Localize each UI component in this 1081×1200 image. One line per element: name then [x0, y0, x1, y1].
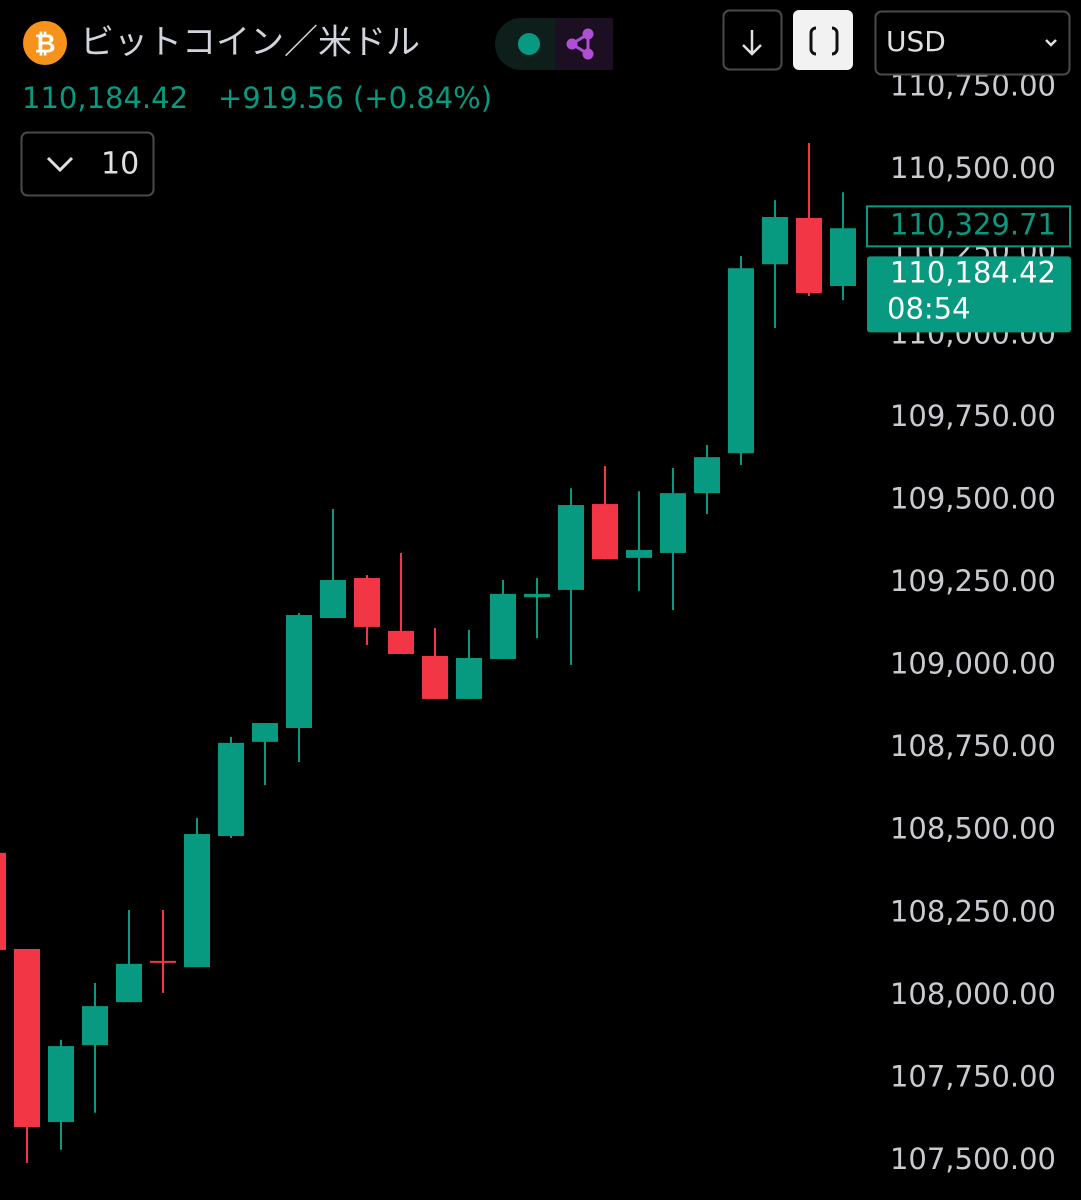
candle-body	[558, 505, 584, 590]
candle-body	[218, 742, 244, 837]
interval-button[interactable]	[20, 131, 155, 197]
candle-body	[830, 228, 856, 287]
fullscreen-icon-gap	[816, 24, 832, 58]
candle-body	[320, 580, 346, 619]
candle-body	[592, 504, 618, 560]
interval-caret	[46, 156, 74, 173]
y-tick-label: 108,000.00	[890, 977, 1056, 1011]
y-tick-label: 107,500.00	[890, 1142, 1056, 1176]
price-change: +919.56 (+0.84%)	[218, 81, 492, 115]
symbol-title: ビットコイン／米ドル	[80, 23, 420, 63]
y-tick-label: 109,000.00	[890, 647, 1056, 681]
interval-label: 10	[101, 147, 139, 182]
last-price: 110,184.42	[22, 81, 188, 115]
candle-body	[762, 217, 788, 265]
currency-label: USD	[886, 25, 946, 58]
bitcoin-icon	[23, 21, 67, 65]
candle-body	[48, 1046, 74, 1123]
header: ₿ ビットコイン／米ドル USD 110,184.42 +919.56 (+0.…	[0, 0, 1071, 197]
y-tick-label: 110,500.00	[890, 151, 1056, 185]
candle-body	[388, 630, 414, 655]
price-marker-box	[866, 205, 1071, 248]
candle-body	[252, 723, 278, 742]
candle-body	[14, 948, 40, 1128]
y-tick-label: 107,750.00	[890, 1059, 1056, 1093]
last-price-box	[867, 256, 1071, 333]
y-tick-label: 108,250.00	[890, 894, 1056, 928]
candle-body	[490, 593, 516, 659]
y-tick-label: 108,750.00	[890, 729, 1056, 763]
candle-body	[626, 549, 652, 558]
candle-body	[354, 578, 380, 627]
price-marker-label: 110,329.71	[890, 207, 1056, 241]
candle-body	[116, 963, 142, 1003]
candle-body	[796, 218, 822, 293]
price-axis: 107,500.00 107,750.00 108,000.00 108,250.00…	[890, 69, 1074, 1176]
candle-body	[728, 268, 754, 454]
y-tick-label: 109,250.00	[890, 564, 1056, 598]
candle-body	[660, 493, 686, 553]
countdown-label: 08:54	[887, 291, 971, 325]
candle-body	[184, 834, 210, 968]
download-icon	[742, 30, 762, 56]
status-pill-right	[555, 18, 613, 70]
candle-body	[82, 1006, 108, 1046]
last-price-label: 110,184.42	[890, 255, 1056, 289]
y-tick-label: 108,500.00	[890, 812, 1056, 846]
y-tick-label: 109,500.00	[890, 481, 1056, 515]
candle-body	[0, 852, 6, 950]
currency-select[interactable]	[874, 10, 1071, 76]
candle-body	[456, 657, 482, 699]
select-caret	[1045, 39, 1057, 47]
bitcoin-symbol: ₿	[34, 30, 55, 60]
candle-body	[524, 593, 550, 598]
candle-body	[422, 655, 448, 699]
candle-body	[286, 615, 312, 728]
candle-body	[150, 960, 176, 963]
share-icon	[566, 28, 594, 60]
candle-body	[694, 457, 720, 494]
market-open-dot	[518, 33, 540, 55]
y-tick-label: 109,750.00	[890, 399, 1056, 433]
candles	[0, 143, 856, 1164]
